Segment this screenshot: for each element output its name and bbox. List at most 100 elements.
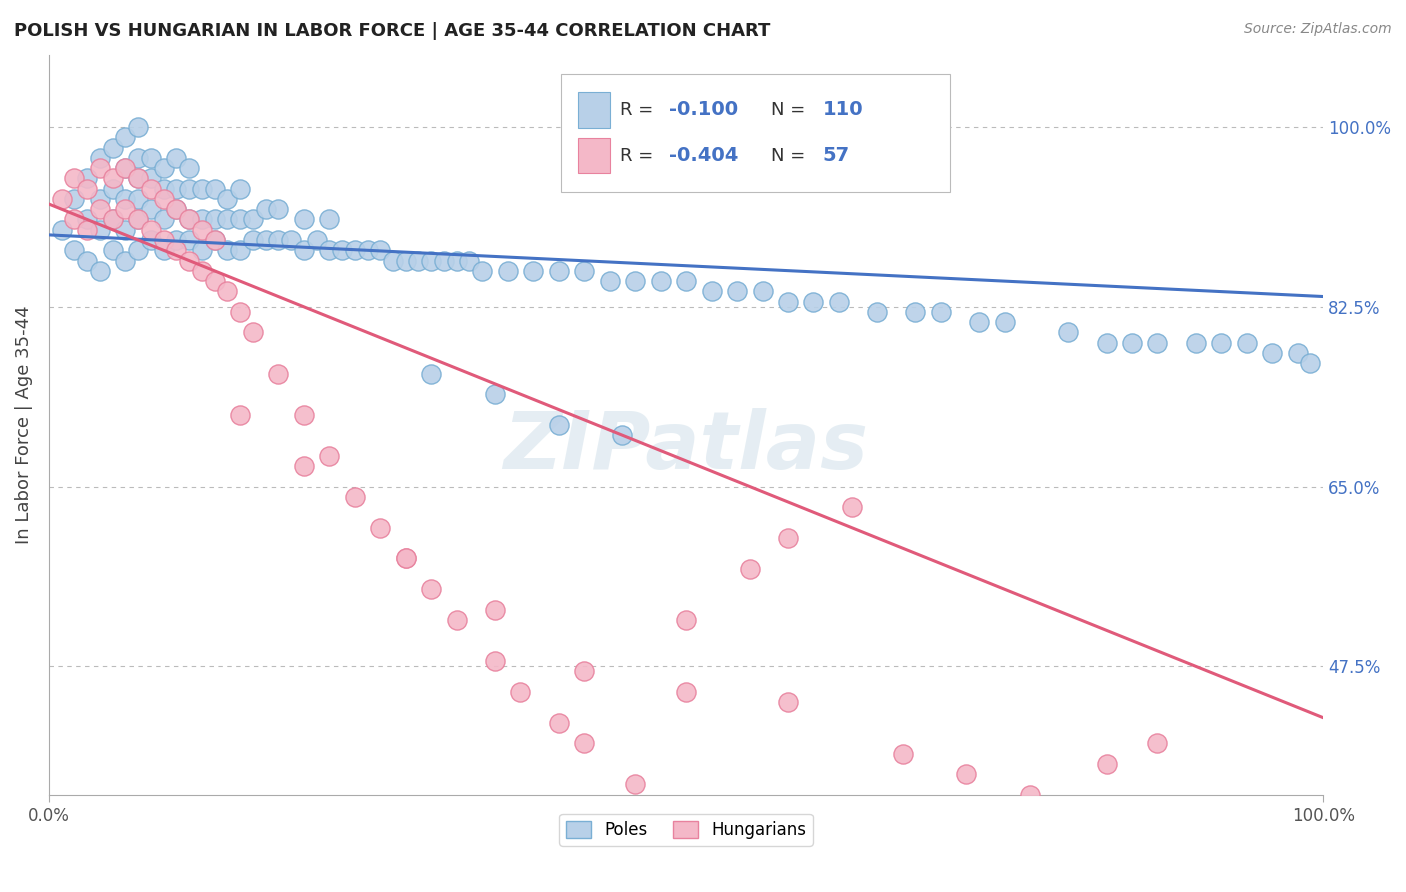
Text: R =: R = (620, 101, 659, 119)
Point (803, 294, 825, 309)
Point (191, 212, 214, 227)
Point (191, 182, 214, 196)
Point (139, 171, 162, 186)
Point (1019, 788, 1042, 802)
Point (547, 417, 569, 432)
Point (242, 233, 264, 247)
Point (179, 212, 201, 227)
Point (292, 212, 315, 227)
Point (1261, 346, 1284, 360)
Point (152, 192, 174, 206)
Text: -0.100: -0.100 (669, 101, 738, 120)
Point (89, 264, 111, 278)
Point (127, 120, 149, 134)
Point (101, 212, 124, 227)
Point (420, 253, 443, 268)
Text: N =: N = (772, 146, 811, 164)
Point (776, 695, 799, 709)
Point (114, 202, 136, 217)
Point (127, 171, 149, 186)
Point (420, 582, 443, 597)
Point (127, 212, 149, 227)
Point (776, 294, 799, 309)
Point (904, 305, 927, 319)
Point (650, 274, 672, 288)
Point (382, 253, 405, 268)
Point (179, 161, 201, 175)
Point (484, 603, 506, 617)
Point (152, 244, 174, 258)
Point (191, 264, 214, 278)
Point (165, 151, 187, 165)
Point (127, 244, 149, 258)
Point (509, 685, 531, 699)
Point (599, 274, 621, 288)
Point (63, 212, 86, 227)
Point (1146, 736, 1168, 750)
Point (179, 182, 201, 196)
Point (191, 244, 214, 258)
Point (242, 212, 264, 227)
Point (547, 715, 569, 730)
Point (408, 253, 430, 268)
Point (292, 244, 315, 258)
Point (229, 408, 252, 422)
Point (700, 285, 723, 299)
Point (1095, 756, 1118, 771)
Point (229, 212, 252, 227)
Legend: Poles, Hungarians: Poles, Hungarians (560, 814, 813, 846)
Point (612, 428, 634, 442)
Point (395, 551, 418, 566)
Point (343, 244, 366, 258)
Point (458, 253, 481, 268)
Point (368, 244, 391, 258)
Point (318, 244, 340, 258)
Point (866, 305, 889, 319)
Y-axis label: In Labor Force | Age 35-44: In Labor Force | Age 35-44 (15, 306, 32, 544)
Point (114, 223, 136, 237)
Point (267, 367, 290, 381)
Point (229, 182, 252, 196)
Point (89, 151, 111, 165)
Point (89, 223, 111, 237)
Point (204, 182, 226, 196)
Point (152, 161, 174, 175)
Point (1236, 335, 1258, 350)
Point (204, 212, 226, 227)
Point (675, 613, 697, 627)
Point (217, 192, 239, 206)
Point (725, 285, 748, 299)
Point (76, 171, 98, 186)
Point (139, 233, 162, 247)
Point (165, 233, 187, 247)
Text: 110: 110 (823, 101, 863, 120)
Point (572, 736, 595, 750)
Point (127, 151, 149, 165)
Point (292, 408, 315, 422)
Point (484, 654, 506, 668)
Point (1121, 335, 1143, 350)
Text: 57: 57 (823, 146, 849, 165)
Point (229, 244, 252, 258)
Point (51, 223, 73, 237)
Point (395, 253, 418, 268)
Point (114, 130, 136, 145)
Point (179, 212, 201, 227)
Point (139, 151, 162, 165)
Point (139, 223, 162, 237)
Point (114, 253, 136, 268)
Point (1057, 326, 1080, 340)
Text: -0.404: -0.404 (669, 146, 740, 165)
Point (1211, 335, 1233, 350)
Point (624, 274, 647, 288)
Point (1146, 335, 1168, 350)
Point (929, 305, 952, 319)
Point (994, 315, 1017, 329)
Point (76, 223, 98, 237)
Point (955, 767, 977, 781)
Point (267, 202, 290, 217)
Point (318, 449, 340, 463)
Point (1184, 335, 1206, 350)
Point (420, 367, 443, 381)
Point (395, 551, 418, 566)
